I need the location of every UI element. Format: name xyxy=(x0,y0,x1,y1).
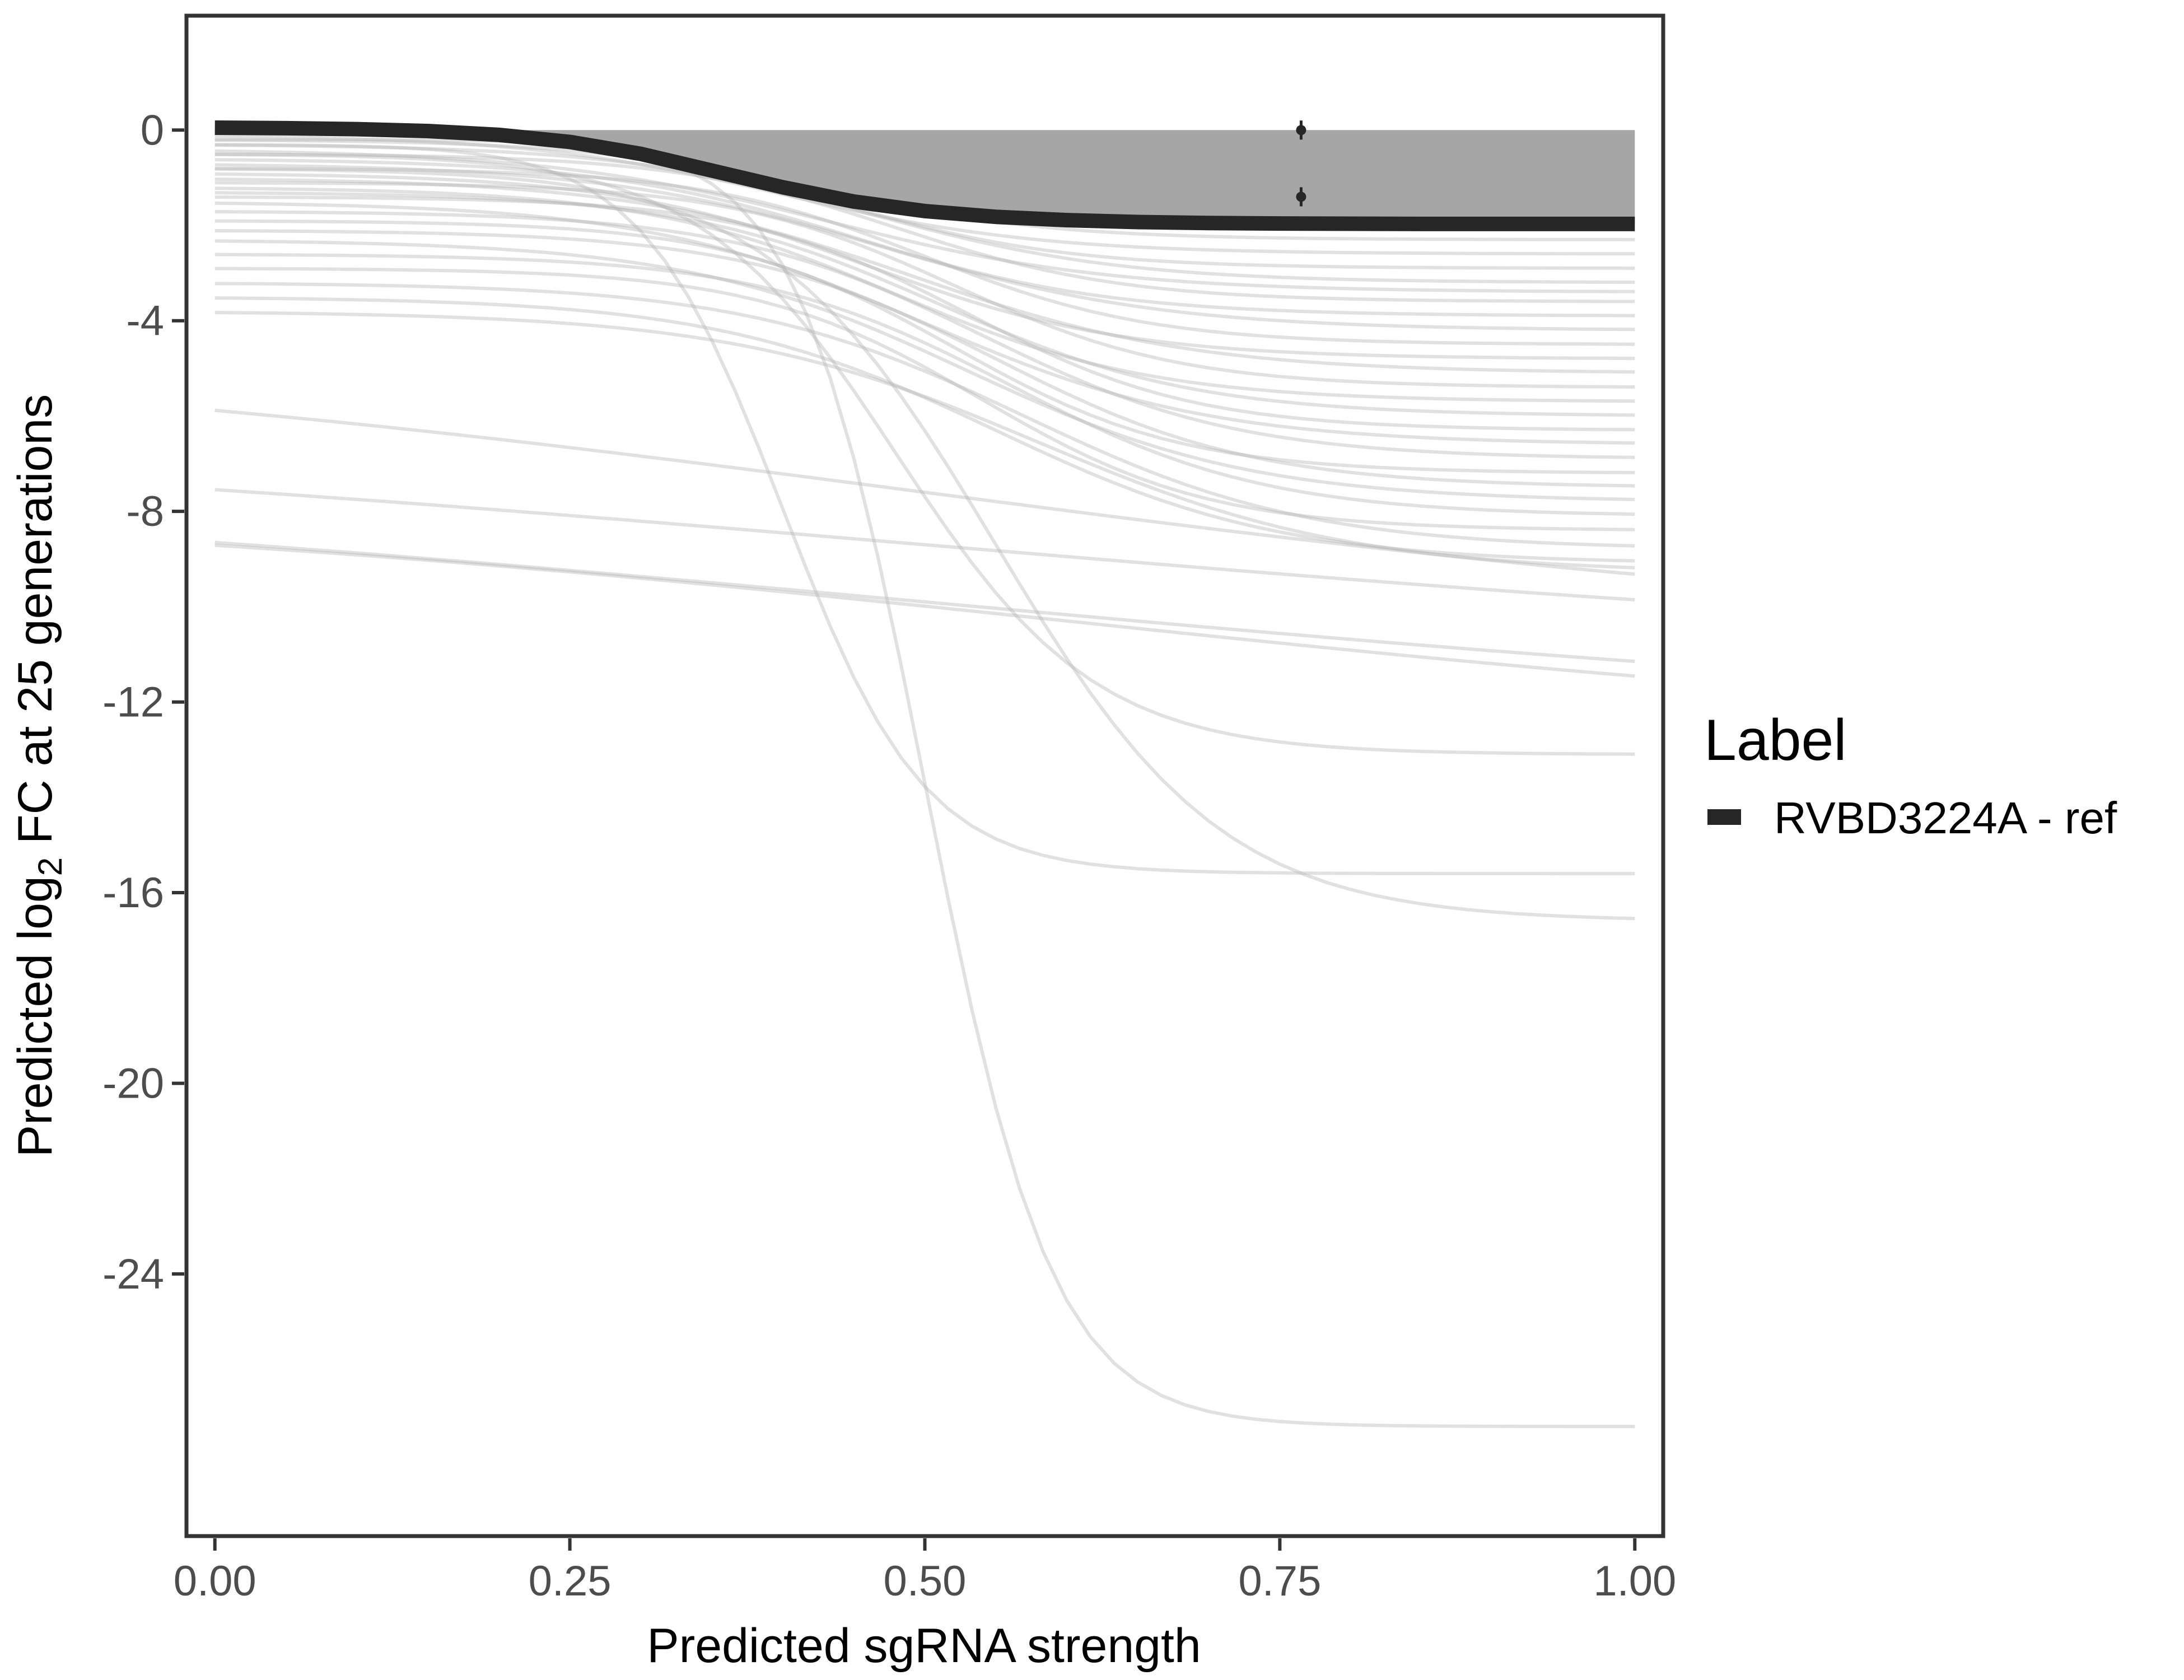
background-curve-4 xyxy=(214,149,1635,293)
background-curve-25 xyxy=(214,408,1635,576)
background-curve-24 xyxy=(214,311,1635,570)
background-curve-14 xyxy=(214,195,1635,432)
background-curve-12 xyxy=(214,186,1635,403)
background-curve-19 xyxy=(214,239,1635,501)
y-tick-label-4: -16 xyxy=(102,869,164,917)
background-curve-16 xyxy=(214,210,1635,459)
background-curve-11 xyxy=(214,181,1635,389)
data-point-0 xyxy=(1296,125,1306,136)
legend-entry-label: RVBD3224A - ref xyxy=(1774,793,2117,843)
background-curve-27 xyxy=(214,540,1635,663)
background-curve-28 xyxy=(214,543,1635,678)
background-curve-23 xyxy=(214,296,1635,563)
background-curve-30 xyxy=(214,143,1635,875)
y-tick-label-1: -4 xyxy=(126,297,164,345)
x-tick-label-3: 0.75 xyxy=(1238,1557,1321,1605)
y-axis-title-subscript: 2 xyxy=(31,857,69,876)
background-curve-5 xyxy=(214,152,1635,304)
y-axis-title-suffix: FC at 25 generations xyxy=(8,394,62,857)
data-points xyxy=(1296,120,1306,207)
background-curve-7 xyxy=(214,163,1635,332)
data-point-1 xyxy=(1296,192,1306,202)
background-curve-32 xyxy=(214,138,1635,1429)
x-axis-title: Predicted sgRNA strength xyxy=(647,1619,1201,1673)
y-tick-label-0: 0 xyxy=(141,106,164,154)
y-tick-label-3: -12 xyxy=(102,679,164,726)
legend-title: Label xyxy=(1704,708,1846,773)
background-curve-15 xyxy=(214,201,1635,445)
background-curve-29 xyxy=(214,152,1635,756)
background-curve-6 xyxy=(214,158,1635,318)
background-curve-8 xyxy=(214,167,1635,346)
reference-band-area xyxy=(214,130,1635,224)
background-curve-18 xyxy=(214,229,1635,488)
highlight-series xyxy=(214,120,1635,231)
y-tick-label-2: -8 xyxy=(126,488,164,535)
highlight-series-line xyxy=(214,120,1635,231)
background-curve-10 xyxy=(214,178,1635,374)
background-curve-9 xyxy=(214,172,1635,360)
background-curve-22 xyxy=(214,282,1635,548)
background-curve-31 xyxy=(214,167,1635,921)
x-tick-label-1: 0.25 xyxy=(529,1557,612,1605)
background-curve-2 xyxy=(214,138,1635,270)
background-curve-13 xyxy=(214,191,1635,417)
reference-band xyxy=(214,130,1635,224)
y-axis-title: Predicted log2 FC at 25 generations xyxy=(8,394,69,1157)
background-curve-20 xyxy=(214,253,1635,516)
legend: Label RVBD3224A - ref xyxy=(1704,708,2117,843)
background-curve-17 xyxy=(214,219,1635,474)
background-curve-26 xyxy=(214,488,1635,601)
x-axis: 0.00 0.25 0.50 0.75 1.00 xyxy=(174,1538,1676,1605)
y-axis: 0 -4 -8 -12 -16 -20 -24 xyxy=(102,106,184,1298)
plot-border xyxy=(184,13,1665,1538)
background-curve-1 xyxy=(214,134,1635,256)
background-curves xyxy=(214,129,1635,1429)
x-tick-label-4: 1.00 xyxy=(1593,1557,1676,1605)
y-axis-title-prefix: Predicted log xyxy=(8,876,62,1157)
x-tick-label-2: 0.50 xyxy=(884,1557,967,1605)
x-tick-label-0: 0.00 xyxy=(174,1557,256,1605)
legend-key-RVBD3224A xyxy=(1707,809,1741,825)
y-tick-label-5: -20 xyxy=(102,1060,164,1107)
background-curve-21 xyxy=(214,267,1635,531)
y-tick-label-6: -24 xyxy=(102,1250,164,1298)
background-curve-3 xyxy=(214,143,1635,284)
